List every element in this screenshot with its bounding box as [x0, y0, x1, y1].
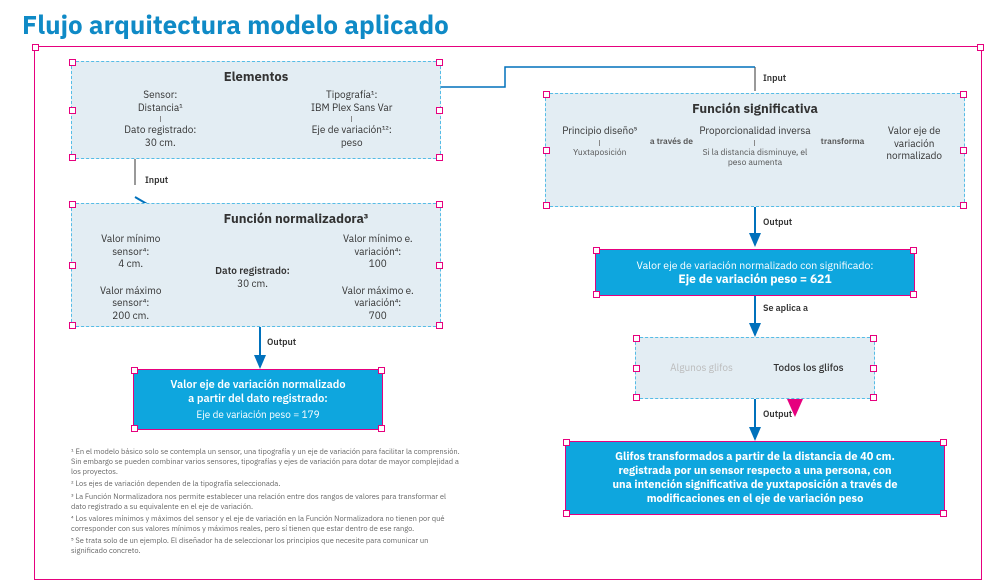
max-eje-label: Valor máximo e. variación⁴:	[342, 284, 414, 310]
max-sensor-label: Valor máximo sensor⁴:	[100, 284, 161, 310]
proporc-value: Si la distancia disminuye, el peso aumen…	[699, 148, 810, 169]
significativa-title: Función significativa	[556, 100, 954, 117]
footnote-1: ¹ En el modelo básico solo se contempla …	[71, 447, 461, 477]
principio-value: Yuxtaposición	[573, 148, 626, 159]
footnote-2: ² Los ejes de variación dependen de la t…	[71, 479, 461, 489]
se-aplica-label: Se aplica a	[763, 303, 808, 314]
result3-l1: Glifos transformados a partir de la dist…	[576, 450, 934, 464]
result3-box: Glifos transformados a partir de la dist…	[565, 441, 945, 515]
result2-box: Valor eje de variación normalizado con s…	[595, 249, 915, 296]
a-traves-de: a través de	[648, 125, 696, 148]
input-label-left: Input	[145, 175, 168, 186]
eje-label: Eje de variación¹²:	[312, 123, 392, 136]
min-eje-value: 100	[369, 257, 387, 270]
dato-label: Dato registrado:	[124, 123, 196, 136]
dato-value: 30 cm.	[145, 136, 176, 149]
result1-box: Valor eje de variación normalizado a par…	[133, 369, 383, 430]
eje-value: peso	[341, 136, 363, 149]
norm-dato-label: Dato registrado:	[215, 265, 290, 278]
max-sensor-value: 200 cm.	[112, 309, 149, 322]
result3-l2: registrada por un sensor respecto a una …	[576, 464, 934, 478]
normalizadora-title: Función normalizadora³	[162, 210, 430, 227]
output-label-sig: Output	[763, 217, 792, 228]
min-sensor-value: 4 cm.	[118, 257, 143, 270]
sensor-label: Sensor:	[143, 88, 177, 101]
algunos-glifos: Algunos glifos	[659, 362, 745, 375]
norm-dato-value: 30 cm.	[237, 278, 268, 291]
sensor-value: Distancia¹	[138, 101, 183, 114]
diagram-canvas: Elementos Sensor: Distancia¹ Dato regist…	[34, 46, 982, 580]
footnote-4: ⁴ Los valores mínimos y máximos del sens…	[71, 514, 461, 534]
tipografia-value: IBM Plex Sans Var	[311, 101, 392, 114]
transforma: transforma	[815, 125, 871, 148]
glifos-panel: Algunos glifos Todos los glifos	[635, 337, 875, 399]
valor-eje-label: Valor eje de variación normalizado	[874, 125, 954, 163]
footnotes: ¹ En el modelo básico solo se contempla …	[71, 447, 461, 558]
output-label-left: Output	[267, 337, 296, 348]
significativa-panel: Función significativa Principio diseño⁵ …	[545, 93, 965, 207]
todos-glifos: Todos los glifos	[766, 362, 852, 375]
proporc-label: Proporcionalidad inversa	[699, 125, 810, 138]
normalizadora-panel: Función normalizadora³ Valor mínimo sens…	[71, 203, 441, 327]
max-eje-value: 700	[369, 309, 387, 322]
footnote-5: ⁵ Se trata solo de un ejemplo. El diseña…	[71, 536, 461, 556]
result2-l2: Eje de variación peso = 621	[606, 272, 904, 287]
principio-label: Principio diseño⁵	[562, 125, 637, 138]
input-label-right: Input	[763, 73, 786, 84]
result1-l2: a partir del dato registrado:	[144, 392, 372, 406]
result1-l3: Eje de variación peso = 179	[144, 408, 372, 421]
result3-l3: una intención significativa de yuxtaposi…	[576, 478, 934, 492]
min-sensor-label: Valor mínimo sensor⁴:	[101, 232, 160, 258]
elementos-title: Elementos	[82, 68, 430, 85]
output-label-glifos: Output	[763, 409, 792, 420]
tipografia-label: Tipografía¹:	[326, 88, 377, 101]
footnote-3: ³ La Función Normalizadora nos permite e…	[71, 492, 461, 512]
elementos-panel: Elementos Sensor: Distancia¹ Dato regist…	[71, 61, 441, 159]
min-eje-label: Valor mínimo e. variación⁴:	[343, 232, 413, 258]
page-title: Flujo arquitectura modelo aplicado	[22, 8, 449, 42]
result3-l4: modificaciones en el eje de variación pe…	[576, 492, 934, 506]
result1-l1: Valor eje de variación normalizado	[144, 378, 372, 392]
result2-l1: Valor eje de variación normalizado con s…	[606, 258, 904, 272]
